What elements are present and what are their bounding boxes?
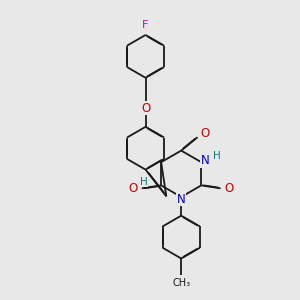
Text: N: N <box>200 154 209 167</box>
Text: H: H <box>213 151 220 160</box>
Text: O: O <box>200 127 210 140</box>
Text: O: O <box>224 182 234 195</box>
Text: CH₃: CH₃ <box>172 278 190 288</box>
Text: N: N <box>177 193 186 206</box>
Text: F: F <box>142 20 149 30</box>
Text: H: H <box>140 176 147 187</box>
Text: O: O <box>141 102 150 115</box>
Text: O: O <box>129 182 138 195</box>
